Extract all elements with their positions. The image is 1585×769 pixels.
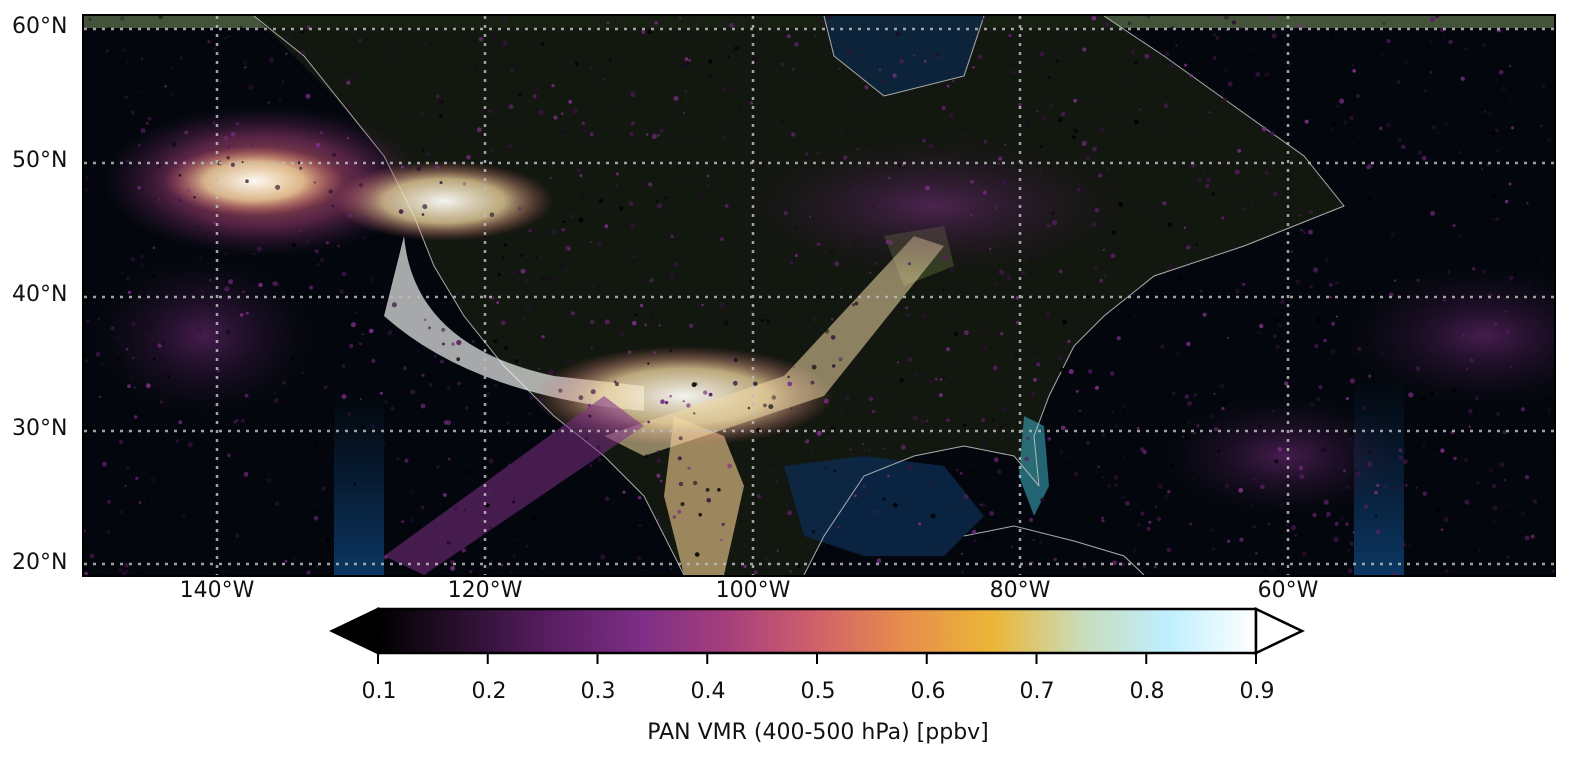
colorbar-tick-label: 0.7 bbox=[1019, 679, 1055, 704]
gulf-of-mexico bbox=[784, 456, 984, 556]
colorbar-tick-label: 0.4 bbox=[690, 679, 726, 704]
colorbar-tick-label: 0.6 bbox=[910, 679, 946, 704]
colorbar-tick-label: 0.8 bbox=[1129, 679, 1165, 704]
pan-vmr-map bbox=[84, 16, 1554, 575]
lon-label-100w: 100°W bbox=[715, 578, 791, 603]
map-panel bbox=[82, 14, 1556, 577]
coastline-hudson bbox=[823, 16, 985, 97]
colorbar-tick-label: 0.1 bbox=[361, 679, 397, 704]
lon-label-120w: 120°W bbox=[447, 578, 523, 603]
coastline-pacific bbox=[253, 16, 685, 575]
lat-label-30n: 30°N bbox=[12, 416, 68, 441]
colorbar bbox=[329, 607, 1305, 664]
lat-label-50n: 50°N bbox=[12, 148, 68, 173]
hudson-bay bbox=[824, 16, 984, 96]
colorbar-tick-label: 0.5 bbox=[800, 679, 836, 704]
gridlines bbox=[84, 16, 1554, 575]
plume-purple-atlantic bbox=[1164, 396, 1404, 516]
colorbar-ticks bbox=[377, 653, 1257, 664]
colorbar-extend-low bbox=[329, 607, 380, 655]
lat-label-40n: 40°N bbox=[12, 282, 68, 307]
coastline-atlantic bbox=[1033, 16, 1345, 487]
lon-label-140w: 140°W bbox=[179, 578, 255, 603]
plume-purple-east bbox=[1344, 266, 1554, 406]
lat-label-20n: 20°N bbox=[12, 550, 68, 575]
colorbar-gradient bbox=[376, 607, 1258, 655]
plume-southwest-band bbox=[384, 396, 644, 575]
lon-label-80w: 80°W bbox=[989, 578, 1051, 603]
colorbar-tick-label: 0.2 bbox=[471, 679, 507, 704]
plume-purple-central bbox=[734, 136, 1134, 276]
plume-pacific-core bbox=[164, 146, 344, 216]
coastline-gulf bbox=[803, 445, 1040, 575]
mexico-desert bbox=[664, 416, 744, 575]
coastline-cuba bbox=[963, 525, 1145, 575]
pan-vmr-field bbox=[84, 16, 1554, 575]
colorbar-tick-label: 0.3 bbox=[580, 679, 616, 704]
colorbar-label: PAN VMR (400-500 hPa) [ppbv] bbox=[647, 720, 989, 745]
colorbar-tick-label: 0.9 bbox=[1239, 679, 1275, 704]
coastlines bbox=[253, 16, 1345, 575]
ocean-plume-west bbox=[334, 396, 384, 575]
lon-label-60w: 60°W bbox=[1257, 578, 1319, 603]
lat-label-60n: 60°N bbox=[12, 14, 68, 39]
plume-bc-core bbox=[334, 161, 554, 241]
florida bbox=[1019, 416, 1049, 516]
colorbar-extend-high bbox=[1254, 607, 1305, 655]
